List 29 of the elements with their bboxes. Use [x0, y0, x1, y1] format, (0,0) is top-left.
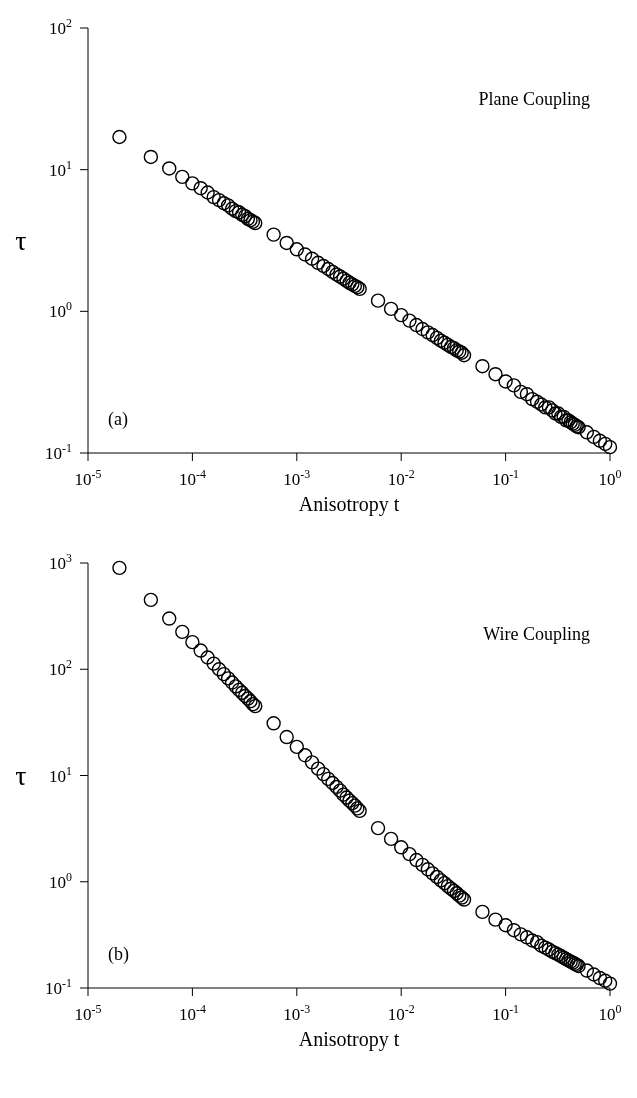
x-tick-label: 10$^{-3}$	[283, 467, 311, 489]
y-axis-title: τ	[14, 224, 28, 257]
x-axis-title: Anisotropy t	[297, 493, 401, 516]
y-tick-label: 10$^{-1}$	[45, 441, 73, 463]
y-tick-label: 10$^{2}$	[49, 657, 73, 680]
x-tick-label: 10$^{0}$	[598, 467, 622, 489]
y-tick-label: 10$^{1}$	[49, 157, 73, 180]
x-tick-label: 10$^{-5}$	[74, 1002, 102, 1024]
x-tick-label: 10$^{-5}$	[74, 467, 102, 489]
x-tick-label: 10$^{0}$	[598, 1002, 622, 1024]
annotation: Plane Coupling	[478, 89, 590, 110]
x-axis-title: Anisotropy t	[297, 1028, 401, 1051]
y-tick-label: 10$^{1}$	[49, 763, 73, 786]
x-tick-label: 10$^{-3}$	[283, 1002, 311, 1024]
annotation: (a)	[108, 409, 128, 430]
x-tick-label: 10$^{-1}$	[492, 467, 520, 489]
annotation: (b)	[108, 944, 129, 965]
x-tick-label: 10$^{-1}$	[492, 1002, 520, 1024]
x-tick-label: 10$^{-2}$	[387, 1002, 415, 1024]
y-tick-label: 10$^{2}$	[49, 16, 73, 38]
y-tick-label: 10$^{0}$	[49, 299, 73, 322]
y-tick-label: 10$^{3}$	[49, 551, 73, 573]
y-axis-title: τ	[14, 759, 28, 792]
x-tick-label: 10$^{-4}$	[178, 1002, 206, 1024]
y-tick-label: 10$^{0}$	[49, 869, 73, 892]
x-tick-label: 10$^{-2}$	[387, 467, 415, 489]
x-tick-label: 10$^{-4}$	[178, 467, 206, 489]
annotation: Wire Coupling	[483, 624, 590, 645]
y-tick-label: 10$^{-1}$	[45, 976, 73, 998]
